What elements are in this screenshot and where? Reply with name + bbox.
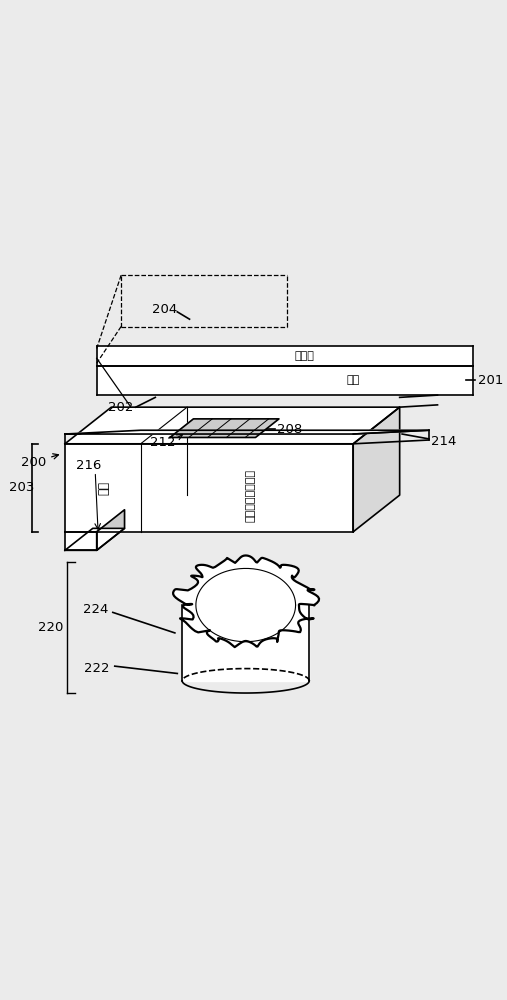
Text: 224: 224: [83, 603, 108, 616]
Text: 衬底: 衬底: [347, 375, 360, 385]
Polygon shape: [65, 407, 400, 444]
Text: 202: 202: [108, 401, 134, 414]
Polygon shape: [353, 407, 400, 532]
Polygon shape: [97, 510, 125, 550]
Text: 222: 222: [84, 662, 110, 675]
Text: 201: 201: [478, 374, 503, 387]
Text: 216: 216: [76, 459, 101, 472]
Polygon shape: [182, 605, 309, 681]
Text: 204: 204: [153, 303, 178, 316]
Polygon shape: [65, 430, 429, 434]
Text: 212: 212: [150, 436, 175, 449]
Polygon shape: [65, 532, 97, 550]
Text: 203: 203: [9, 481, 34, 494]
Text: 衬底: 衬底: [97, 481, 111, 495]
Text: 214: 214: [431, 435, 457, 448]
Polygon shape: [170, 419, 279, 437]
Polygon shape: [65, 444, 353, 532]
Polygon shape: [173, 555, 319, 647]
Text: 200: 200: [21, 454, 58, 469]
Text: 208: 208: [277, 423, 303, 436]
Polygon shape: [65, 528, 125, 550]
Text: 220: 220: [38, 621, 63, 634]
Text: 硅芯片: 硅芯片: [295, 351, 314, 361]
Text: 倒置的氧化硅芯片: 倒置的氧化硅芯片: [245, 469, 256, 522]
Polygon shape: [97, 346, 473, 366]
Polygon shape: [97, 366, 473, 395]
